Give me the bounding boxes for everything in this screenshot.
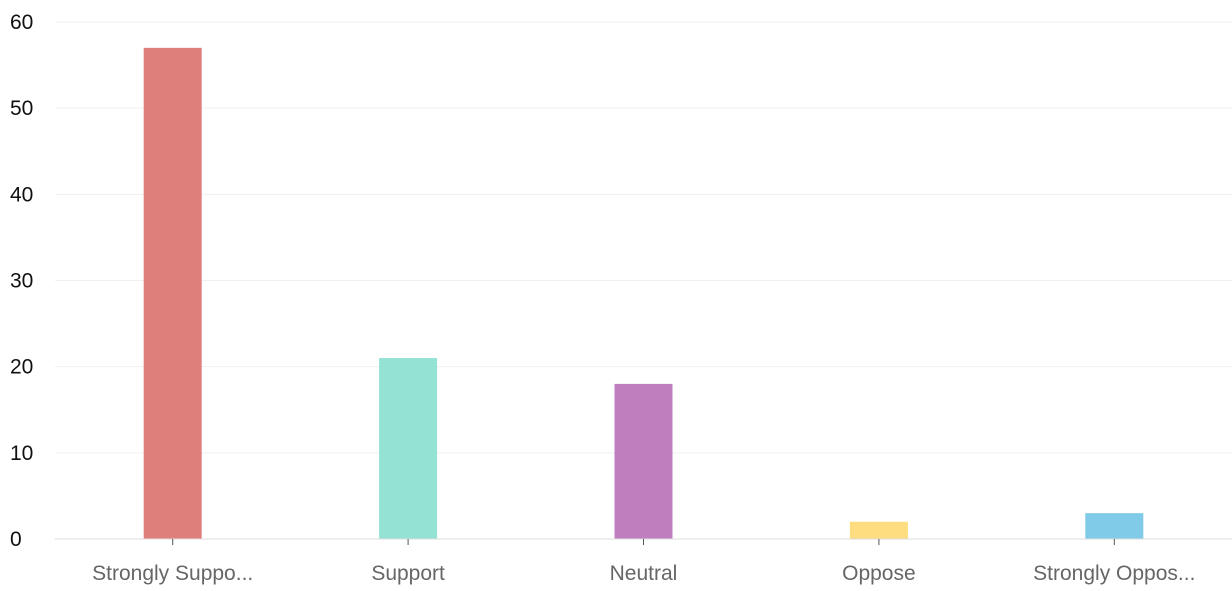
bar[interactable] <box>849 521 908 539</box>
x-tick-label: Strongly Suppo... <box>92 562 253 585</box>
y-tick-label: 50 <box>10 97 33 120</box>
axis-layer: 0 10 20 30 40 50 60 Strongly Suppo... Support Neu… <box>10 11 1232 585</box>
y-tick-label: 0 <box>10 528 22 551</box>
y-tick-label: 20 <box>10 356 33 379</box>
y-tick-label: 10 <box>10 442 33 465</box>
y-tick-label: 30 <box>10 270 33 293</box>
bar[interactable] <box>143 47 202 539</box>
bars-layer <box>143 47 1144 539</box>
x-tick-label: Support <box>371 562 445 585</box>
x-tick-label: Strongly Oppos... <box>1033 562 1195 585</box>
bar[interactable] <box>379 358 438 539</box>
y-tick-label: 60 <box>10 11 33 34</box>
bar[interactable] <box>1085 513 1144 539</box>
bar[interactable] <box>614 383 673 539</box>
x-tick-label: Neutral <box>610 562 678 585</box>
grid-layer <box>55 21 1232 454</box>
x-tick-label: Oppose <box>842 562 916 585</box>
y-tick-label: 40 <box>10 183 33 206</box>
